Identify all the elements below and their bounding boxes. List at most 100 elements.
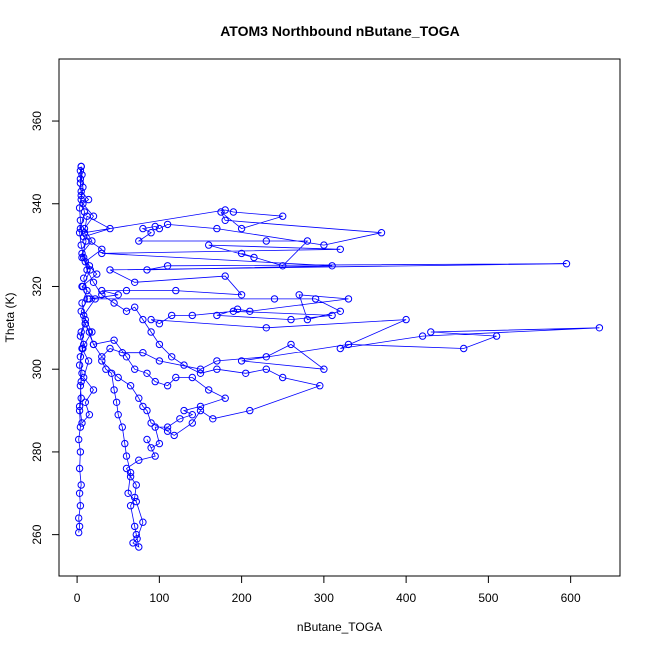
data-point — [328, 262, 336, 270]
data-point — [213, 311, 221, 320]
data-point — [80, 229, 89, 237]
data-series — [75, 162, 604, 551]
data-point — [106, 224, 114, 233]
data-point — [126, 502, 135, 510]
data-point — [344, 340, 353, 349]
data-point — [89, 340, 98, 349]
data-point — [88, 328, 96, 336]
data-point — [205, 386, 213, 394]
data-point — [86, 266, 95, 274]
data-point — [126, 473, 135, 481]
data-point — [129, 539, 137, 547]
data-point — [75, 489, 84, 497]
data-point — [163, 262, 172, 270]
data-point — [118, 423, 127, 431]
data-point — [196, 402, 205, 411]
data-point — [217, 208, 225, 216]
data-point — [460, 344, 468, 353]
data-point — [237, 357, 246, 365]
data-point — [122, 353, 131, 361]
data-point — [336, 307, 344, 315]
data-point — [221, 394, 229, 402]
data-point — [126, 382, 135, 390]
data-point — [89, 278, 98, 286]
data-point — [114, 291, 122, 299]
data-point — [196, 365, 205, 373]
data-point — [81, 315, 90, 324]
data-point — [221, 206, 229, 214]
data-point — [135, 237, 143, 245]
data-point — [79, 183, 87, 191]
data-point — [76, 179, 85, 187]
data-point — [77, 328, 85, 336]
data-point — [250, 253, 258, 262]
data-point — [78, 282, 86, 291]
data-point — [110, 299, 118, 307]
data-point — [237, 249, 246, 258]
data-point — [114, 411, 122, 419]
data-point — [246, 307, 254, 315]
data-point — [89, 386, 98, 394]
data-point — [122, 464, 131, 473]
y-tick-label: 280 — [30, 442, 44, 462]
data-point — [196, 406, 205, 415]
data-point — [172, 286, 180, 295]
x-axis-label: nButane_TOGA — [297, 620, 382, 634]
data-point — [595, 324, 604, 332]
data-point — [77, 187, 85, 196]
data-point — [83, 286, 91, 295]
data-point — [229, 307, 238, 315]
data-point — [121, 439, 129, 448]
data-point — [135, 456, 143, 464]
data-point — [98, 291, 106, 299]
data-point — [124, 489, 132, 497]
x-tick-label: 200 — [232, 591, 252, 605]
data-point — [77, 377, 85, 386]
data-point — [110, 336, 118, 344]
data-point — [287, 340, 295, 349]
data-point — [80, 274, 88, 282]
data-point — [133, 535, 141, 543]
data-point — [320, 241, 328, 249]
data-point — [163, 220, 172, 229]
data-point — [562, 260, 571, 268]
data-point — [213, 365, 221, 373]
data-point — [80, 340, 88, 349]
data-point — [180, 406, 188, 415]
data-point — [77, 241, 85, 249]
data-point — [76, 448, 85, 456]
data-point — [122, 452, 131, 460]
data-point — [75, 435, 83, 444]
data-point — [75, 514, 83, 522]
data-point — [77, 481, 85, 489]
data-point — [143, 369, 151, 377]
data-point — [107, 369, 116, 377]
data-point — [76, 224, 85, 233]
data-point — [233, 305, 242, 313]
data-point — [106, 266, 114, 274]
data-point — [176, 415, 184, 423]
data-point — [132, 530, 141, 539]
data-point — [80, 373, 88, 382]
data-point — [77, 191, 85, 200]
data-point — [221, 216, 229, 225]
data-point — [139, 349, 147, 357]
data-point — [143, 406, 151, 415]
data-point — [98, 357, 106, 365]
data-point — [77, 307, 85, 315]
data-point — [131, 365, 139, 373]
data-point — [221, 272, 229, 280]
data-point — [98, 353, 106, 361]
data-point — [81, 398, 90, 406]
data-point — [163, 423, 172, 431]
data-point — [320, 365, 328, 373]
data-point — [118, 349, 127, 357]
data-point — [155, 340, 164, 349]
data-point — [78, 299, 86, 307]
data-point — [85, 295, 94, 303]
data-point — [328, 311, 336, 320]
y-tick-label: 320 — [30, 276, 44, 296]
data-point — [85, 411, 94, 419]
data-point — [246, 406, 254, 415]
